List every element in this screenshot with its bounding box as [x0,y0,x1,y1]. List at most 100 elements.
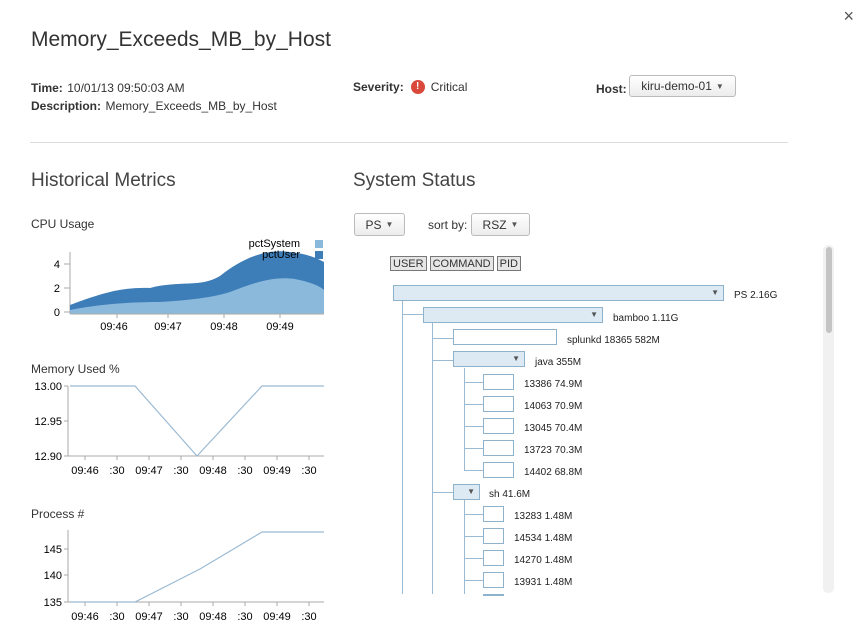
tree-node-process[interactable] [483,572,504,588]
tree-node-process[interactable] [483,528,504,544]
tree-node-process[interactable] [483,418,514,434]
memory-x-tick: 09:48 [199,465,227,477]
tree-connector [432,322,433,594]
host-label: Host: [596,82,627,96]
severity-label: Severity: [353,80,404,94]
cpu-y-axis: 4 2 0 [54,252,71,319]
chevron-down-icon[interactable]: ▼ [590,310,598,319]
tree-node-process[interactable] [483,440,514,456]
chevron-down-icon: ▼ [715,81,724,91]
cpu-x-axis: 09:46 09:47 09:48 09:49 [100,314,294,333]
process-count-chart: 145 140 135 09:46 :30 09:47 :30 09:48 :3… [44,530,324,623]
tree-connector [464,448,483,449]
tree-node-process[interactable] [483,550,504,566]
chevron-down-icon[interactable]: ▼ [711,288,719,297]
tree-node-label: 13723 70.3M [524,445,583,456]
tree-node-ps[interactable]: ▼ [393,285,724,301]
memory-x-tick: 09:49 [263,465,291,477]
close-icon[interactable]: × [843,6,854,26]
chevron-down-icon[interactable]: ▼ [512,354,520,363]
sort-by-value: RSZ [482,217,507,232]
tree-scrollbar-thumb[interactable] [826,247,832,333]
tree-connector [402,314,423,315]
tree-node-label: 13283 1.48M [514,511,573,522]
tree-connector [464,470,483,471]
cpu-y-tick: 4 [54,259,60,271]
tree-node-label: bamboo 1.11G [613,313,679,324]
page-title: Memory_Exceeds_MB_by_Host [31,28,331,51]
tree-connector [432,492,453,493]
tree-node-label: PS 2.16G [734,290,778,301]
tree-connector [464,368,465,471]
tree-node-process[interactable] [483,506,504,522]
memory-y-tick: 13.00 [34,381,62,393]
cpu-x-tick: 09:49 [266,321,294,333]
chevron-down-icon[interactable]: ▼ [467,487,475,496]
cpu-y-tick: 2 [54,283,60,295]
memory-x-axis: 09:46 :30 09:47 :30 09:48 :30 09:49 :30 [71,456,317,477]
tree-connector [402,300,403,594]
tree-node-label: 13045 70.4M [524,423,583,434]
memory-line [70,385,324,457]
host-dropdown-value: kiru-demo-01 [641,79,712,93]
host-dropdown[interactable]: kiru-demo-01 ▼ [629,75,736,97]
tree-scrollbar[interactable] [823,245,834,593]
severity-row: Severity: ! Critical [353,80,467,94]
tree-connector [464,404,483,405]
tree-node-java[interactable]: ▼ [453,351,525,367]
sort-by-dropdown[interactable]: RSZ ▼ [471,213,530,236]
process-x-axis: 09:46 :30 09:47 :30 09:48 :30 09:49 :30 [71,602,317,623]
process-x-tick: 09:48 [199,611,227,623]
memory-y-tick: 12.95 [34,416,62,428]
historical-metrics-title: Historical Metrics [31,170,176,191]
legend-swatch-pctsystem [315,240,323,248]
ps-dropdown-value: PS [365,217,382,232]
memory-x-tick: :30 [237,465,252,477]
tree-node-process[interactable] [483,462,514,478]
memory-y-tick: 12.90 [34,451,62,463]
process-y-tick: 135 [44,597,62,609]
tree-connector [432,360,453,361]
chevron-down-icon: ▼ [385,220,394,229]
time-value: 10/01/13 09:50:03 AM [67,81,185,95]
legend-pctuser: pctUser [262,249,300,261]
column-header-pid[interactable]: PID [496,256,521,271]
memory-chart-title: Memory Used % [31,362,120,376]
tree-node-sh[interactable]: ▼ [453,484,480,500]
tree-node-label: 13386 74.9M [524,379,583,390]
legend-swatch-pctuser [315,251,323,259]
process-x-tick: :30 [301,611,316,623]
column-header-user[interactable]: USER [390,256,427,271]
tree-node-label: 14270 1.48M [514,555,573,566]
cpu-usage-chart: 4 2 0 09:46 09:47 09:48 09:49 pctSystem … [54,238,324,333]
tree-connector [464,580,483,581]
description-value: Memory_Exceeds_MB_by_Host [105,99,277,113]
tree-connector [432,338,453,339]
tree-node-process[interactable] [483,396,514,412]
time-row: Time: 10/01/13 09:50:03 AM [31,79,185,97]
process-chart-title: Process # [31,507,85,521]
memory-used-chart: 13.00 12.95 12.90 09:46 :30 09:47 :30 09… [34,381,324,477]
memory-x-tick: :30 [109,465,124,477]
divider [30,142,788,143]
tree-node-process[interactable] [483,594,504,596]
description-row: Description: Memory_Exceeds_MB_by_Host [31,97,277,115]
tree-node-bamboo[interactable]: ▼ [423,307,603,323]
tree-node-process[interactable] [483,374,514,390]
memory-x-tick: 09:47 [135,465,163,477]
memory-x-tick: :30 [173,465,188,477]
process-x-tick: 09:46 [71,611,99,623]
cpu-area-pctsystem [70,278,324,314]
tree-node-label: java 355M [535,357,582,368]
tree-connector [464,514,483,515]
cpu-x-tick: 09:47 [154,321,182,333]
ps-dropdown[interactable]: PS ▼ [354,213,405,236]
column-header-command[interactable]: COMMAND [429,256,494,271]
tree-connector [464,382,483,383]
description-label: Description: [31,99,102,113]
process-x-tick: :30 [237,611,252,623]
tree-connector [464,558,483,559]
tree-node-splunkd[interactable] [453,329,557,345]
process-line [70,531,324,603]
cpu-y-tick: 0 [54,307,60,319]
